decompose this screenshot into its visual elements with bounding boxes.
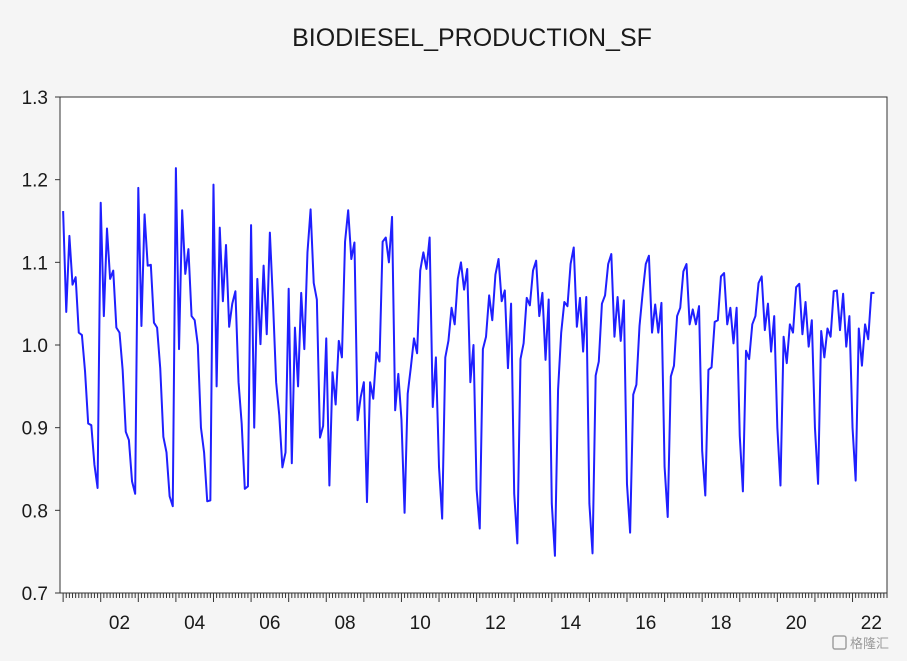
- chart-title: BIODIESEL_PRODUCTION_SF: [292, 24, 652, 52]
- x-tick-label: 06: [259, 613, 280, 634]
- series-layer: [62, 167, 875, 557]
- x-tick-label: 12: [485, 613, 506, 634]
- x-tick-label: 14: [560, 613, 582, 634]
- x-tick-label: 10: [410, 613, 431, 634]
- y-tick-label: 1.0: [22, 336, 48, 357]
- x-tick-label: 18: [710, 613, 731, 634]
- series-line: [62, 167, 875, 557]
- x-tick-label: 22: [861, 613, 882, 634]
- y-tick-label: 0.9: [22, 419, 48, 440]
- y-tick-label: 0.7: [22, 584, 48, 605]
- y-tick-label: 1.1: [22, 253, 48, 274]
- watermark-icon: [832, 635, 847, 650]
- x-axis: 02 04 06 08 10 12 14 16 18 20 22: [62, 593, 888, 634]
- y-tick-label: 1.2: [22, 171, 48, 192]
- y-axis: 0.7 0.8 0.9 1.0 1.1 1.2 1.3: [22, 88, 60, 605]
- x-tick-label: 16: [635, 613, 656, 634]
- watermark-text: 格隆汇: [850, 636, 889, 652]
- y-tick-label: 1.3: [22, 88, 48, 109]
- x-tick-label: 04: [184, 613, 206, 634]
- watermark-logo: 格隆汇: [832, 635, 889, 652]
- y-tick-label: 0.8: [22, 501, 48, 522]
- x-tick-label: 02: [109, 613, 130, 634]
- x-tick-label: 20: [786, 613, 807, 634]
- x-tick-label: 08: [334, 613, 355, 634]
